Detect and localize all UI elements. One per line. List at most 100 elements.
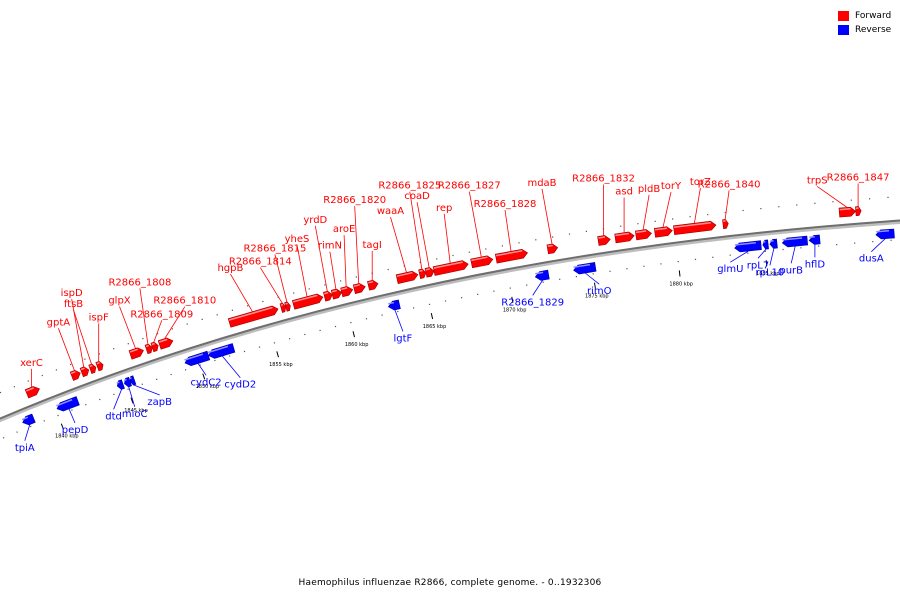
gene-label-gptA[interactable]: gptA: [47, 317, 71, 328]
gene-arrow[interactable]: [573, 262, 597, 275]
gene-arrow[interactable]: [208, 343, 236, 359]
gene-glpX[interactable]: [128, 347, 144, 360]
gene-label-R2866_1815[interactable]: R2866_1815: [243, 243, 306, 254]
gene-coaD[interactable]: [424, 267, 435, 278]
gene-arrow[interactable]: [494, 248, 529, 264]
gene-arrow[interactable]: [432, 260, 469, 276]
gene-label-cydD2[interactable]: cydD2: [224, 380, 256, 391]
gene-arrow[interactable]: [291, 293, 324, 310]
gene-label-ftsB[interactable]: ftsB: [64, 299, 83, 310]
gene-label-ispF[interactable]: ispF: [89, 312, 109, 323]
gene-R2866_1840[interactable]: [722, 219, 729, 230]
gene-arrow[interactable]: [129, 375, 137, 386]
gene-label-rpL10[interactable]: rpL10: [756, 267, 785, 278]
gene-label-R2866_1820[interactable]: R2866_1820: [323, 195, 386, 206]
gene-tpiA[interactable]: [21, 413, 36, 426]
gene-label-torZ[interactable]: torZ: [690, 177, 711, 188]
gene-arrow[interactable]: [184, 350, 211, 367]
gene-label-R2866_1847[interactable]: R2866_1847: [827, 173, 890, 184]
gene-label-R2866_1832[interactable]: R2866_1832: [572, 174, 635, 185]
gene-label-R2866_1809[interactable]: R2866_1809: [130, 309, 193, 320]
gene-label-rimO[interactable]: rimO: [587, 286, 612, 297]
gene-R2866_1808[interactable]: [144, 343, 153, 355]
gene-lgtF[interactable]: [387, 299, 401, 311]
gene-arrow[interactable]: [227, 305, 279, 328]
gene-arrow[interactable]: [734, 240, 762, 253]
gene-rep[interactable]: [432, 260, 469, 276]
gene-label-rimN[interactable]: rimN: [318, 241, 342, 252]
gene-label-yheS[interactable]: yheS: [285, 234, 310, 245]
gene-label-dusA[interactable]: dusA: [859, 254, 884, 265]
gene-label-waaA[interactable]: waaA: [377, 206, 404, 217]
gene-arrow[interactable]: [116, 379, 125, 390]
gene-ispF[interactable]: [95, 360, 104, 372]
gene-R2866_1810[interactable]: [157, 337, 174, 350]
gene-label-tpiA[interactable]: tpiA: [15, 443, 35, 454]
gene-label-rpL7[interactable]: rpL7: [747, 260, 769, 271]
gene-R2866_1827[interactable]: [470, 255, 494, 269]
gene-label-purB[interactable]: purB: [779, 265, 803, 276]
gene-torY[interactable]: [653, 226, 673, 238]
gene-R2866_1847[interactable]: [855, 206, 862, 217]
gene-R2866_1829[interactable]: [534, 269, 550, 281]
gene-xerC[interactable]: [24, 386, 40, 399]
gene-glmU[interactable]: [734, 240, 762, 253]
gene-cydC2[interactable]: [184, 350, 211, 367]
gene-label-cydC2[interactable]: cydC2: [191, 377, 222, 388]
gene-label-R2866_1814[interactable]: R2866_1814: [229, 257, 292, 268]
gene-R2866_1809[interactable]: [150, 341, 159, 353]
gene-label-xerC[interactable]: xerC: [20, 358, 43, 369]
gene-R2866_1828[interactable]: [494, 248, 529, 264]
gene-label-mdaB[interactable]: mdaB: [527, 178, 556, 189]
gene-label-R2866_1828[interactable]: R2866_1828: [474, 199, 537, 210]
gene-label-zapB[interactable]: zapB: [147, 397, 172, 408]
gene-label-pepD[interactable]: pepD: [62, 425, 89, 436]
gene-rpL7[interactable]: [762, 239, 769, 250]
gene-dusA[interactable]: [875, 228, 895, 240]
gene-rimO[interactable]: [573, 262, 597, 275]
gene-purB[interactable]: [781, 235, 809, 248]
gene-label-asd[interactable]: asd: [615, 187, 633, 198]
gene-arrow[interactable]: [56, 396, 80, 412]
gene-R2866_1832[interactable]: [597, 235, 611, 246]
gene-arrow[interactable]: [781, 235, 809, 248]
gene-trpS[interactable]: [838, 206, 857, 218]
gene-hflD[interactable]: [808, 234, 821, 245]
gene-arrow[interactable]: [534, 269, 550, 281]
gene-waaA[interactable]: [395, 270, 419, 284]
gene-label-R2866_1829[interactable]: R2866_1829: [501, 297, 564, 308]
gene-arrow[interactable]: [673, 220, 717, 236]
gene-rpL10[interactable]: [769, 238, 778, 249]
gene-label-pldB[interactable]: pldB: [638, 184, 660, 195]
gene-label-R2866_1808[interactable]: R2866_1808: [108, 277, 171, 288]
gene-mdaB[interactable]: [546, 243, 559, 255]
gene-aroE[interactable]: [340, 286, 354, 298]
gene-R2866_1820[interactable]: [352, 283, 366, 294]
gene-R2866_1825[interactable]: [418, 268, 427, 279]
gene-yheS[interactable]: [291, 293, 324, 310]
gene-label-R2866_1827[interactable]: R2866_1827: [438, 181, 501, 192]
gene-ispD[interactable]: [79, 366, 90, 378]
gene-yrdD[interactable]: [323, 290, 333, 302]
gene-label-glpX[interactable]: glpX: [108, 296, 130, 307]
gene-asd[interactable]: [614, 231, 635, 244]
gene-label-mioC[interactable]: mioC: [122, 409, 148, 420]
gene-label-tagI[interactable]: tagI: [363, 240, 382, 251]
gene-dtd[interactable]: [116, 379, 125, 390]
gene-label-yrdD[interactable]: yrdD: [303, 215, 327, 226]
gene-label-trpS[interactable]: trpS: [807, 175, 828, 186]
gene-label-torY[interactable]: torY: [661, 181, 682, 192]
gene-pldB[interactable]: [634, 229, 652, 241]
gene-arrow[interactable]: [395, 270, 419, 284]
gene-label-R2866_1810[interactable]: R2866_1810: [153, 296, 216, 307]
gene-arrow[interactable]: [22, 413, 36, 426]
gene-label-glmU[interactable]: glmU: [717, 264, 743, 275]
gene-zapB[interactable]: [129, 375, 137, 386]
gene-cydD2[interactable]: [207, 343, 236, 359]
gene-label-dtd[interactable]: dtd: [105, 411, 122, 422]
gene-arrow[interactable]: [387, 299, 401, 311]
gene-gptA[interactable]: [69, 369, 81, 381]
gene-hgpB[interactable]: [227, 305, 279, 328]
gene-mioC[interactable]: [123, 376, 132, 388]
gene-torZ[interactable]: [673, 220, 717, 236]
